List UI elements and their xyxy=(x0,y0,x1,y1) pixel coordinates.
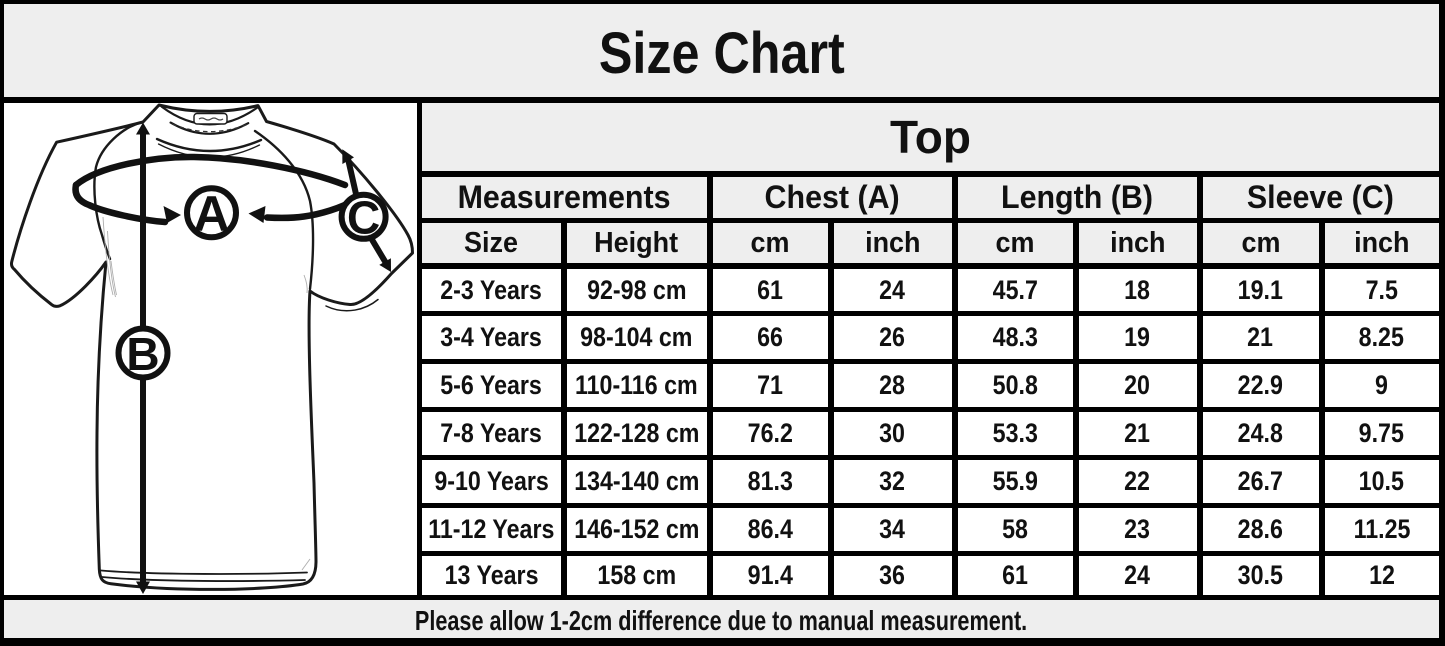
svg-text:C: C xyxy=(347,191,380,243)
svg-text:A: A xyxy=(193,186,229,242)
svg-text:B: B xyxy=(126,328,159,380)
